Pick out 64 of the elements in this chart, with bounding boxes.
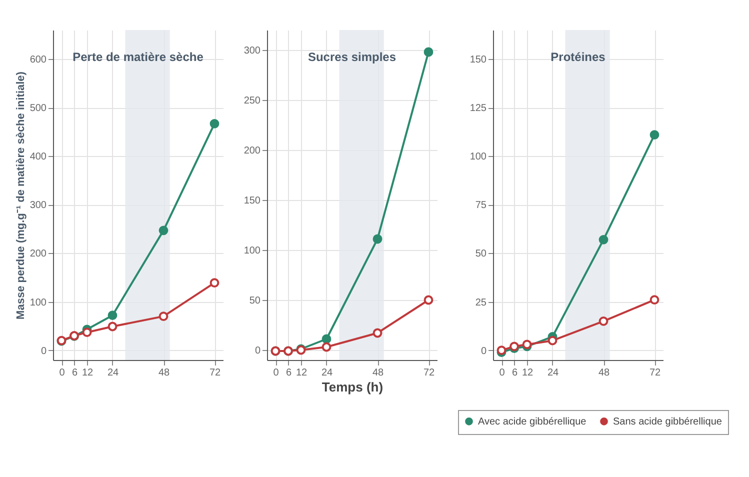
x-tick-label: 24: [547, 368, 559, 378]
point: [158, 312, 168, 322]
y-tick-label: 200: [30, 248, 47, 260]
x-tick-label: 24: [107, 368, 119, 378]
point: [158, 226, 168, 236]
point: [650, 295, 660, 305]
y-tick-label: 150: [470, 54, 487, 66]
x-tick-label: 6: [286, 368, 292, 378]
y-tick-label: 25: [475, 297, 487, 308]
x-tick-label: 72: [209, 368, 221, 378]
point: [424, 47, 434, 57]
y-tick-label: 50: [475, 248, 487, 260]
x-tick-label: 6: [72, 368, 78, 378]
x-tick-label: 0: [59, 368, 66, 378]
point: [82, 328, 92, 338]
x-tick-label: 24: [321, 368, 333, 378]
x-tick-label: 72: [649, 368, 661, 378]
y-tick-label: 500: [30, 103, 47, 114]
point: [108, 322, 118, 332]
point: [424, 295, 434, 305]
point: [210, 118, 220, 128]
point: [598, 234, 608, 244]
y-tick-label: 100: [470, 152, 487, 163]
point: [210, 278, 220, 288]
y-tick-label: 50: [249, 296, 261, 306]
x-tick-label: 0: [499, 368, 506, 378]
point: [372, 328, 382, 338]
point: [548, 336, 558, 346]
y-tick-label: 100: [30, 297, 47, 308]
x-tick-label: 0: [273, 368, 280, 378]
point: [598, 316, 608, 326]
point: [372, 234, 382, 244]
text: Sucres simples: [308, 50, 396, 64]
point: [108, 310, 118, 320]
y-tick-label: 400: [30, 152, 47, 163]
x-tick-label: 12: [296, 368, 308, 378]
x-tick-label: 72: [423, 368, 435, 378]
x-tick-label: 48: [372, 368, 384, 378]
y-tick-label: 150: [244, 196, 261, 206]
y-tick-label: 75: [475, 200, 487, 212]
y-tick-label: 300: [244, 46, 261, 56]
y-tick-label: 0: [480, 346, 487, 357]
y-tick-label: 0: [254, 346, 261, 356]
text: Protéines: [550, 50, 606, 64]
legend-label: Avec acide gibbérellique: [478, 416, 587, 428]
y-tick-label: 300: [30, 200, 47, 212]
x-axis-title: Temps (h): [322, 380, 384, 394]
x-tick-label: 12: [82, 368, 94, 378]
x-tick-label: 48: [158, 368, 170, 378]
x-tick-label: 48: [598, 368, 610, 378]
x-tick-label: 12: [522, 368, 534, 378]
legend-label: Sans acide gibbérellique: [613, 416, 722, 428]
point: [322, 342, 332, 352]
y-tick-label: 0: [40, 346, 47, 357]
y-tick-label: 250: [244, 96, 261, 106]
y-tick-label: 200: [244, 146, 261, 156]
y-tick-label: 600: [30, 54, 47, 66]
x-tick-label: 6: [512, 368, 518, 378]
y-tick-label: 100: [244, 246, 261, 256]
y-axis-title: Masse perdue (mg.g⁻¹ de matière sèche initiale): [14, 71, 27, 320]
y-tick-label: 125: [470, 103, 487, 114]
point: [650, 130, 660, 140]
point: [322, 334, 332, 344]
text: Perte de matière sèche: [72, 50, 204, 64]
